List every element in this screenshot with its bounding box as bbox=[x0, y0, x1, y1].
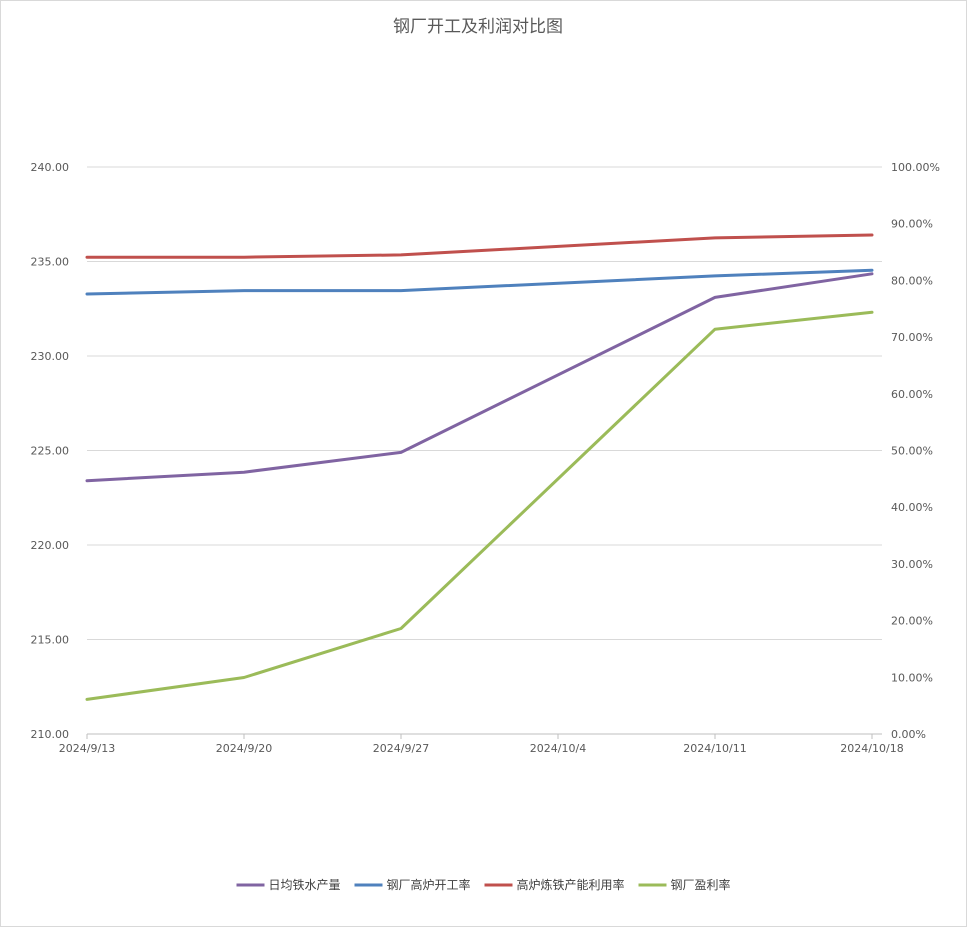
legend-label-1: 日均铁水产量 bbox=[269, 878, 341, 892]
left-tick-label: 235.00 bbox=[31, 256, 70, 269]
legend-label-2: 钢厂高炉开工率 bbox=[387, 877, 471, 892]
left-tick-label: 220.00 bbox=[31, 539, 70, 552]
gridlines bbox=[87, 166, 882, 640]
right-tick-label: 30.00% bbox=[891, 558, 933, 571]
right-tick-label: 10.00% bbox=[891, 671, 933, 684]
right-tick-label: 50.00% bbox=[891, 445, 933, 458]
right-tick-label: 70.00% bbox=[891, 331, 933, 344]
legend-label-4: 钢厂盈利率 bbox=[671, 877, 731, 892]
right-tick-label: 60.00% bbox=[891, 388, 933, 401]
right-tick-label: 40.00% bbox=[891, 501, 933, 514]
x-tick-label: 2024/10/18 bbox=[840, 742, 903, 755]
right-tick-label: 0.00% bbox=[891, 728, 926, 741]
right-axis: 0.00% 10.00% 20.00% 30.00% 40.00% 50.00% 60.00… bbox=[891, 161, 940, 741]
x-tick-label: 2024/9/27 bbox=[373, 742, 429, 755]
left-tick-label: 230.00 bbox=[31, 350, 70, 363]
x-tick-label: 2024/10/4 bbox=[530, 742, 586, 755]
legend-label-3: 高炉炼铁产能利用率 bbox=[517, 877, 625, 892]
left-axis: 210.00 215.00 220.00 225.00 230.00 235.00 240.… bbox=[31, 161, 70, 741]
series-line-2 bbox=[85, 268, 874, 296]
left-tick-label: 225.00 bbox=[31, 445, 70, 458]
left-tick-label: 240.00 bbox=[31, 161, 70, 174]
x-axis: 2024/9/13 2024/9/20 2024/9/27 2024/10/4 2024… bbox=[59, 733, 904, 755]
legend: 日均铁水产量 钢厂高炉开工率 高炉炼铁产能利用率 钢厂盈利率 bbox=[236, 877, 731, 892]
chart-title: 钢厂开工及利润对比图 bbox=[393, 17, 563, 37]
right-tick-label: 20.00% bbox=[891, 615, 933, 628]
x-tick-label: 2024/10/11 bbox=[683, 742, 746, 755]
series-line-1 bbox=[85, 272, 874, 483]
x-tick-label: 2024/9/20 bbox=[216, 742, 272, 755]
left-tick-label: 215.00 bbox=[31, 634, 70, 647]
series-line-3 bbox=[85, 233, 874, 259]
right-tick-label: 80.00% bbox=[891, 274, 933, 287]
left-tick-label: 210.00 bbox=[31, 728, 70, 741]
right-tick-label: 90.00% bbox=[891, 218, 933, 231]
series-line-4 bbox=[85, 310, 874, 701]
series-lines bbox=[85, 233, 874, 701]
x-tick-label: 2024/9/13 bbox=[59, 742, 115, 755]
right-tick-label: 100.00% bbox=[891, 161, 940, 174]
